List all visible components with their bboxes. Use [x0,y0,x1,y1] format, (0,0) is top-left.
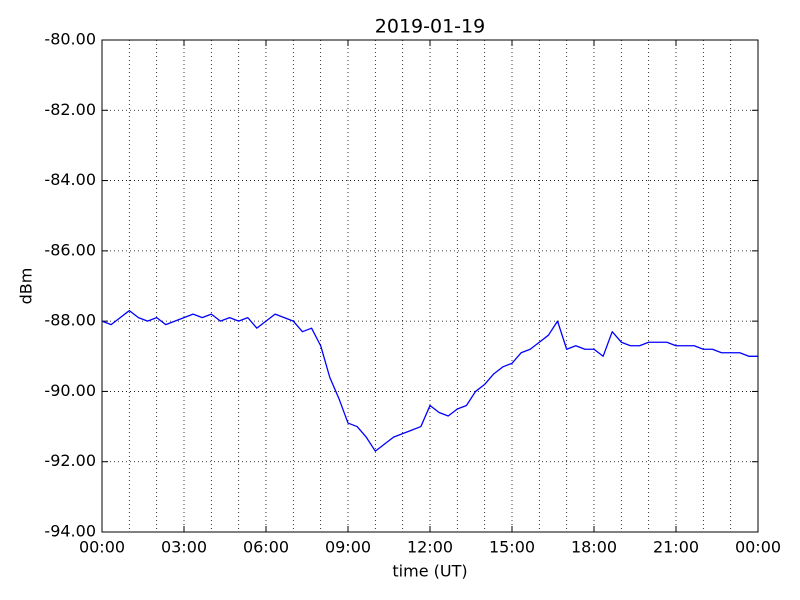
y-tick-label: -84.00 [44,170,96,189]
x-tick-label: 09:00 [325,538,371,557]
y-tick-label: -88.00 [44,311,96,330]
chart-title: 2019-01-19 [375,16,485,38]
y-tick-label: -86.00 [44,240,96,259]
x-tick-label: 03:00 [161,538,207,557]
x-tick-label: 15:00 [489,538,535,557]
y-tick-label: -90.00 [44,381,96,400]
y-tick-label: -92.00 [44,451,96,470]
x-tick-label: 00:00 [79,538,125,557]
x-tick-label: 18:00 [571,538,617,557]
plot-frame [101,39,759,533]
y-axis-label: dBm [17,268,36,305]
y-tick-label: -82.00 [44,100,96,119]
x-tick-label: 06:00 [243,538,289,557]
y-tick-label: -94.00 [44,522,96,541]
x-tick-label: 12:00 [407,538,453,557]
x-axis-label: time (UT) [392,562,467,581]
x-tick-label: 00:00 [735,538,781,557]
y-tick-label: -80.00 [44,30,96,49]
x-tick-label: 21:00 [653,538,699,557]
data-line [101,309,758,452]
